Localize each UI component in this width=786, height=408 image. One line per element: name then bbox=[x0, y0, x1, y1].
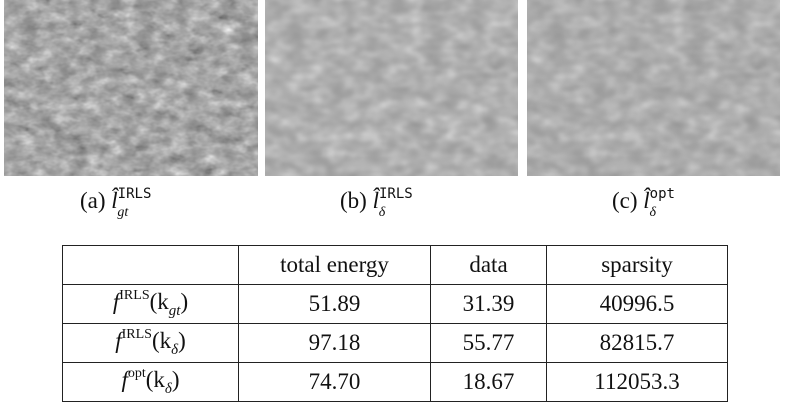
cell: 40996.5 bbox=[546, 284, 728, 324]
cell: 55.77 bbox=[430, 323, 547, 363]
label-base: f bbox=[121, 367, 128, 392]
caption-superscript: IRLS bbox=[378, 186, 413, 202]
header-cell: data bbox=[430, 245, 547, 285]
table-row: fIRLS(kgt) 51.89 31.39 40996.5 bbox=[62, 284, 728, 324]
label-argument: (k bbox=[145, 367, 165, 392]
caption-superscript: opt bbox=[649, 186, 675, 202]
cell: 74.70 bbox=[238, 362, 431, 402]
label-subscript: δ bbox=[171, 342, 179, 358]
label-subscript: δ bbox=[164, 381, 172, 397]
results-table: total energy data sparsity fIRLS(kgt) 51.89 3… bbox=[62, 245, 728, 402]
caption-symbol: l̂ bbox=[111, 188, 118, 213]
image-c bbox=[527, 0, 780, 176]
caption-superscript: IRLS bbox=[117, 186, 152, 202]
label-superscript: IRLS bbox=[121, 327, 152, 342]
cell: 51.89 bbox=[238, 284, 431, 324]
label-argument: (k bbox=[151, 328, 172, 353]
cell: 97.18 bbox=[238, 323, 431, 363]
label-close: ) bbox=[171, 367, 180, 392]
label-close: ) bbox=[178, 328, 186, 353]
label-superscript: IRLS bbox=[119, 288, 150, 303]
image-a bbox=[4, 0, 258, 176]
row-label: fIRLS(kδ) bbox=[62, 323, 239, 363]
row-label: fopt(kδ) bbox=[62, 362, 239, 402]
image-b bbox=[265, 0, 518, 176]
cell: 82815.7 bbox=[546, 323, 728, 363]
caption-label: (a) bbox=[80, 188, 106, 213]
caption-subscript: gt bbox=[117, 205, 129, 220]
header-cell: sparsity bbox=[546, 245, 728, 285]
label-close: ) bbox=[180, 289, 189, 314]
header-cell bbox=[62, 245, 239, 285]
table-row: fIRLS(kδ) 97.18 55.77 82815.7 bbox=[62, 323, 728, 363]
caption-symbol: l̂ bbox=[372, 188, 379, 213]
label-base: f bbox=[112, 289, 120, 314]
caption-label: (b) bbox=[340, 188, 367, 213]
label-argument: (k bbox=[149, 289, 169, 314]
caption-label: (c) bbox=[612, 188, 638, 213]
caption-symbol: l̂ bbox=[643, 188, 650, 213]
cell: 18.67 bbox=[430, 362, 547, 402]
caption-subscript: δ bbox=[378, 205, 386, 220]
header-cell: total energy bbox=[238, 245, 431, 285]
cell: 31.39 bbox=[430, 284, 547, 324]
row-label: fIRLS(kgt) bbox=[62, 284, 239, 324]
caption: (a) l̂IRLS gt bbox=[80, 186, 151, 220]
header-row: total energy data sparsity bbox=[62, 245, 728, 285]
caption: (b) l̂IRLS δ bbox=[340, 186, 413, 220]
caption: (c) l̂opt δ bbox=[612, 186, 675, 220]
label-base: f bbox=[115, 328, 122, 353]
caption-subscript: δ bbox=[649, 205, 656, 220]
label-subscript: gt bbox=[168, 303, 181, 319]
cell: 112053.3 bbox=[546, 362, 728, 402]
table-row: fopt(kδ) 74.70 18.67 112053.3 bbox=[62, 362, 728, 402]
label-superscript: opt bbox=[127, 366, 146, 381]
